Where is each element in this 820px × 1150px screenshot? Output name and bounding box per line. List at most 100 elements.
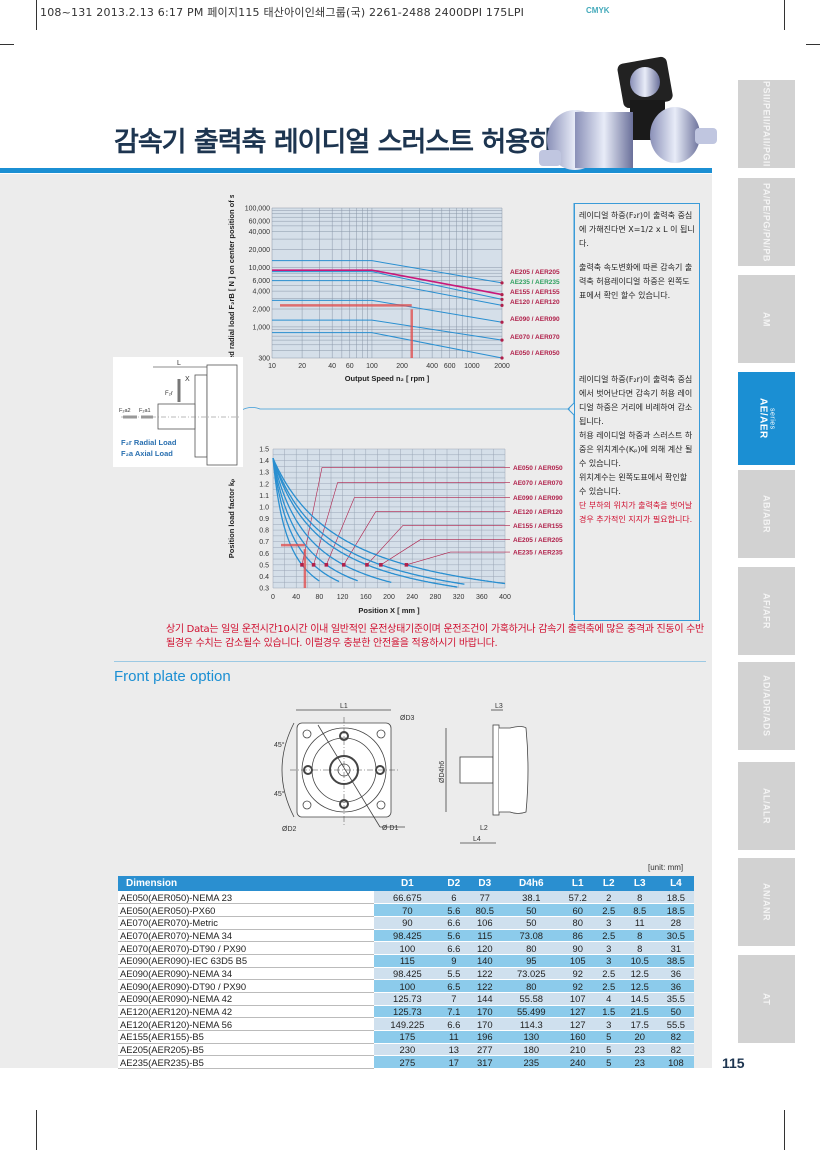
- table-cell: 18.5: [657, 903, 694, 917]
- series-line: [272, 319, 503, 341]
- x-tick-label: 100: [366, 363, 378, 370]
- table-cell: 4: [595, 992, 622, 1006]
- table-cell: 90: [559, 941, 596, 955]
- side-tab[interactable]: AN/ANR: [738, 858, 795, 946]
- table-cell: 160: [559, 1030, 596, 1044]
- dim-L1: L1: [340, 703, 348, 710]
- table-cell: 108: [657, 1055, 694, 1070]
- series-line: [272, 269, 503, 296]
- x-tick-label: 200: [396, 363, 408, 370]
- side-tab-label: AE/AER: [757, 398, 769, 439]
- table-cell: 6.6: [440, 941, 467, 955]
- table-cell: 66.675: [373, 891, 441, 905]
- table-cell: 3: [595, 1017, 622, 1032]
- side-tab[interactable]: AE/AER series: [738, 372, 795, 465]
- series-label: AE050 / AER050: [510, 350, 560, 357]
- table-cell: 55.499: [502, 1005, 560, 1019]
- series-end-marker: [500, 320, 504, 324]
- table-cell: 6.5: [440, 979, 467, 993]
- table-cell: 18.5: [657, 891, 694, 905]
- table-cell: 240: [559, 1055, 596, 1070]
- table-cell: 36: [657, 979, 694, 993]
- table-cell: 175: [373, 1030, 441, 1044]
- table-cell: AE050(AER050)-PX60: [118, 903, 374, 917]
- table-cell: 20: [621, 1030, 658, 1044]
- side-tab[interactable]: AD/ADR/ADS: [738, 662, 795, 750]
- note-text: 허용 레이디얼 하중과 스러스트 하중은 위치계수(Kₚ)에 의해 계산 될수 …: [579, 431, 693, 468]
- y-tick-label: 20,000: [249, 247, 271, 254]
- series-end-marker: [500, 297, 504, 302]
- title-rule: [0, 168, 712, 173]
- table-cell: 8: [621, 891, 658, 905]
- table-cell: 36: [657, 967, 694, 981]
- table-row: AE235(AER235)-B5 275 17 317 235 240 5 23 108: [118, 1055, 694, 1070]
- table-cell: 9: [440, 954, 467, 968]
- y-axis-label: Permitted radial load F₂rB [ N ] on cent…: [227, 195, 236, 386]
- series-curve: [272, 458, 506, 585]
- table-cell: AE205(AER205)-B5: [118, 1043, 374, 1057]
- table-cell: AE070(AER070)-NEMA 34: [118, 929, 374, 943]
- y-tick-label: 40,000: [249, 229, 271, 236]
- table-cell: 8.5: [621, 903, 658, 917]
- table-cell: AE050(AER050)-NEMA 23: [118, 891, 374, 905]
- y-tick-label: 2,000: [252, 307, 270, 314]
- crop-mark: [784, 0, 785, 30]
- side-tab[interactable]: AF/AFR: [738, 567, 795, 655]
- x-tick-label: 360: [476, 594, 488, 601]
- table-cell: 7: [440, 992, 467, 1006]
- side-tab[interactable]: AT: [738, 955, 795, 1043]
- table-cell: 140: [466, 954, 503, 968]
- side-tab[interactable]: PSII/PEII/PAII/PGII: [738, 80, 795, 168]
- table-row: AE120(AER120)-NEMA 56 149.225 6.6 170 114.3 1…: [118, 1017, 694, 1032]
- table-cell: 130: [502, 1030, 560, 1044]
- table-row: AE090(AER090)-NEMA 42 125.73 7 144 55.58 107 4…: [118, 992, 694, 1006]
- section-divider: [114, 661, 706, 662]
- side-tab[interactable]: AM: [738, 275, 795, 363]
- series-marker: [324, 563, 329, 567]
- x-tick-label: 40: [292, 594, 300, 601]
- crop-mark: [806, 44, 820, 45]
- table-cell: 21.5: [621, 1005, 658, 1019]
- series-marker: [365, 563, 369, 567]
- table-cell: 98.425: [373, 929, 441, 943]
- front-plate-drawing: L1 ØD3 45° 45° ØD2 Ø D1 L3 ØD4h6 L2 L4: [274, 703, 529, 844]
- x-tick-label: 60: [346, 363, 354, 370]
- crop-mark: [36, 1110, 37, 1150]
- table-cell: 10.5: [621, 954, 658, 968]
- table-cell: 114.3: [502, 1017, 560, 1032]
- series-curve: [272, 458, 392, 584]
- gearbox-product-image: [539, 56, 717, 170]
- table-cell: 80: [559, 916, 596, 930]
- table-cell: 170: [466, 1005, 503, 1019]
- dimension-table: Dimension D1 D2 D3 D4h6 L1 L2 L3 L4 AE050(AER050…: [118, 876, 694, 1070]
- series-line: [272, 332, 503, 359]
- column-header: L2: [595, 876, 622, 891]
- angle-45-top: 45°: [274, 741, 285, 749]
- position-load-factor-chart: 0 40 80 120 160 200 240 280 320 360 400 0.3 0.4 0.5 0.…: [227, 447, 563, 616]
- table-cell: 90: [373, 916, 441, 930]
- series-label: AE155 / AER155: [513, 523, 563, 530]
- table-row: AE070(AER070)-DT90 / PX90 100 6.6 120 80 90 3 8…: [118, 941, 694, 955]
- side-tab-label: PA/PE/PG/PN/PB: [761, 182, 772, 262]
- side-tab[interactable]: PA/PE/PG/PN/PB: [738, 178, 795, 266]
- table-cell: 30.5: [657, 929, 694, 943]
- table-cell: 5.6: [440, 929, 467, 943]
- x-tick-label: 600: [444, 363, 456, 370]
- table-cell: 55.58: [502, 992, 560, 1006]
- radial-load-chart: 10 20 40 60 100 200 400 600 1000 2000 300 1,000 2,00…: [227, 195, 560, 386]
- series-marker: [379, 563, 383, 567]
- dim-L4: L4: [473, 836, 481, 843]
- crop-mark: [0, 44, 14, 45]
- table-cell: 1.5: [595, 1005, 622, 1019]
- note-text: 위치계수는 왼쪽도표에서 확인할 수 있습니다.: [579, 473, 688, 496]
- table-cell: 5: [595, 1055, 622, 1070]
- side-tab-label: AD/ADR/ADS: [761, 675, 772, 737]
- table-cell: 11: [621, 916, 658, 930]
- table-cell: 230: [373, 1043, 441, 1057]
- x-tick-label: 10: [268, 363, 276, 370]
- side-tab[interactable]: AB/ABR: [738, 470, 795, 558]
- dim-D2: ØD2: [282, 826, 297, 833]
- x-tick-label: 240: [406, 594, 418, 601]
- side-tab[interactable]: AL/ALR: [738, 762, 795, 850]
- column-header: D3: [466, 876, 503, 891]
